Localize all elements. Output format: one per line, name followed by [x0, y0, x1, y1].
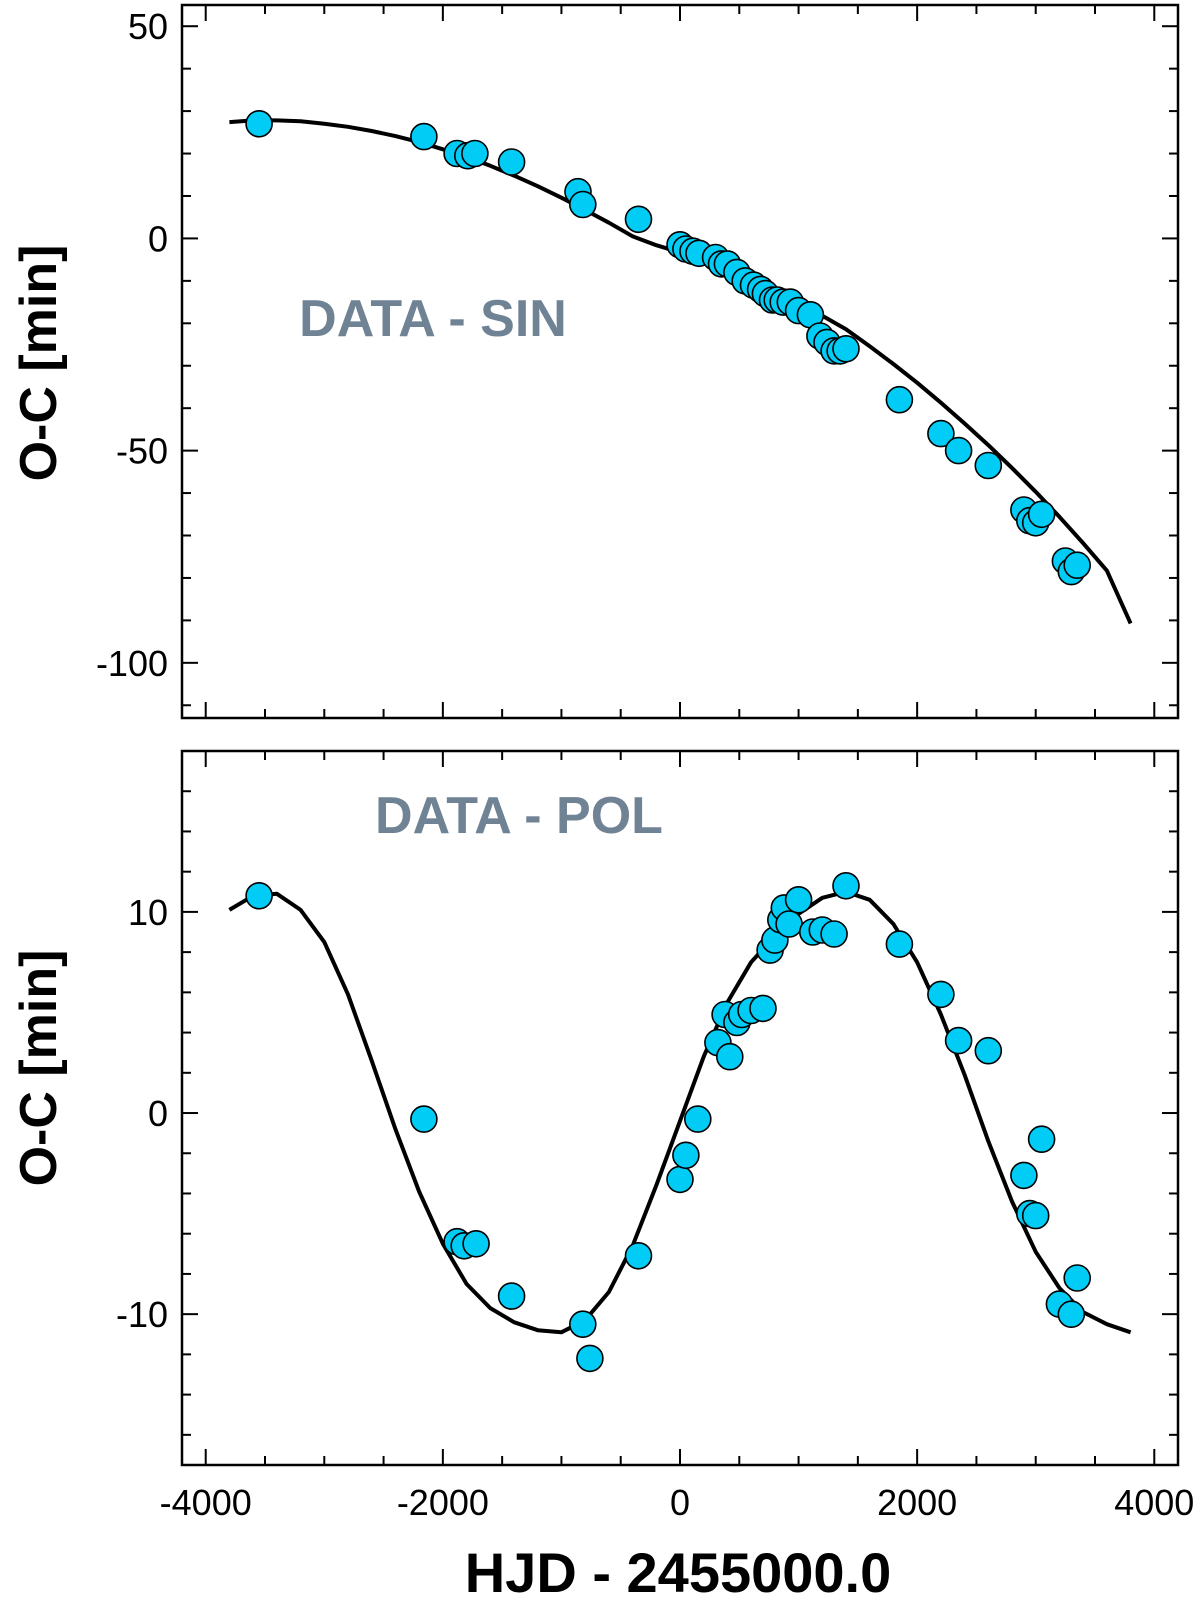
fit-curve-layer	[228, 889, 1132, 1335]
data-point	[624, 1242, 653, 1270]
data-point	[672, 1141, 700, 1170]
panel-label-pol: DATA - POL	[375, 787, 663, 845]
x-tick-label: 4000	[1114, 1482, 1194, 1523]
data-point	[410, 122, 438, 151]
data-point	[885, 385, 914, 414]
y-tick-label: 50	[128, 6, 168, 47]
data-point	[245, 881, 273, 910]
axis-ticks	[182, 750, 1178, 1465]
fit-curve-layer	[229, 118, 1133, 625]
data-point	[715, 1042, 744, 1071]
data-point	[624, 205, 653, 234]
data-point	[974, 1036, 1003, 1065]
data-point	[1057, 1300, 1086, 1328]
axes-frame	[180, 3, 1180, 720]
data-point	[820, 920, 848, 948]
fit-curve	[228, 889, 1132, 1335]
tick-labels: 50 0 -50 -100	[96, 6, 168, 684]
data-point	[410, 1105, 438, 1133]
data-point	[568, 190, 597, 219]
data-point	[1010, 1161, 1038, 1190]
y-tick-label: -100	[96, 643, 168, 684]
x-tick-label: -2000	[397, 1482, 489, 1523]
data-point	[1063, 551, 1091, 580]
data-point	[749, 994, 777, 1023]
data-point	[784, 885, 813, 914]
y-tick-label: -50	[116, 431, 168, 472]
data-point	[462, 1230, 490, 1258]
fit-curve	[229, 118, 1133, 625]
data-point	[497, 148, 526, 176]
x-axis-title: HJD - 2455000.0	[465, 1541, 892, 1604]
data-point	[461, 139, 489, 168]
data-point	[245, 110, 273, 138]
data-point	[944, 1026, 973, 1055]
y-tick-label: 10	[128, 892, 168, 933]
data-point	[1027, 1125, 1056, 1153]
data-point	[832, 334, 860, 363]
x-tick-label: -4000	[160, 1482, 252, 1523]
data-point	[1063, 1264, 1091, 1292]
panel-label-sin: DATA - SIN	[299, 290, 567, 348]
data-point	[832, 871, 860, 900]
tick-labels: 10 0 -10 -4000 -2000 0 2000 4000	[116, 892, 1194, 1523]
data-point	[1027, 500, 1056, 529]
data-point	[927, 419, 955, 448]
data-point	[568, 1310, 597, 1338]
x-tick-label: 0	[670, 1482, 690, 1523]
data-point	[927, 980, 955, 1009]
plot-frame	[180, 749, 1180, 1467]
data-point	[1021, 1201, 1050, 1230]
data-point	[885, 930, 914, 958]
y-axis-title-top: O-C [min]	[10, 245, 68, 482]
data-point	[683, 1105, 712, 1133]
y-tick-label: 0	[148, 1093, 168, 1134]
y-tick-label: -10	[116, 1294, 168, 1335]
data-point	[944, 436, 973, 465]
plot-frame	[180, 3, 1180, 720]
panel-bottom-pol: 10 0 -10 -4000 -2000 0 2000 4000 O-C [min] DATA…	[10, 749, 1194, 1523]
data-point	[775, 910, 803, 938]
axis-ticks	[182, 5, 1178, 718]
panel-top-sin: 50 0 -50 -100 O-C [min] DATA - SIN	[10, 3, 1180, 720]
x-tick-label: 2000	[877, 1482, 957, 1523]
data-marker-layer	[245, 110, 1091, 586]
data-point	[576, 1344, 604, 1373]
y-tick-label: 0	[148, 218, 168, 259]
data-point	[497, 1282, 526, 1310]
axes-frame	[180, 749, 1180, 1467]
data-point	[666, 1165, 694, 1194]
data-point	[974, 451, 1003, 480]
data-marker-layer	[245, 871, 1091, 1373]
y-axis-title-bottom: O-C [min]	[10, 950, 68, 1187]
